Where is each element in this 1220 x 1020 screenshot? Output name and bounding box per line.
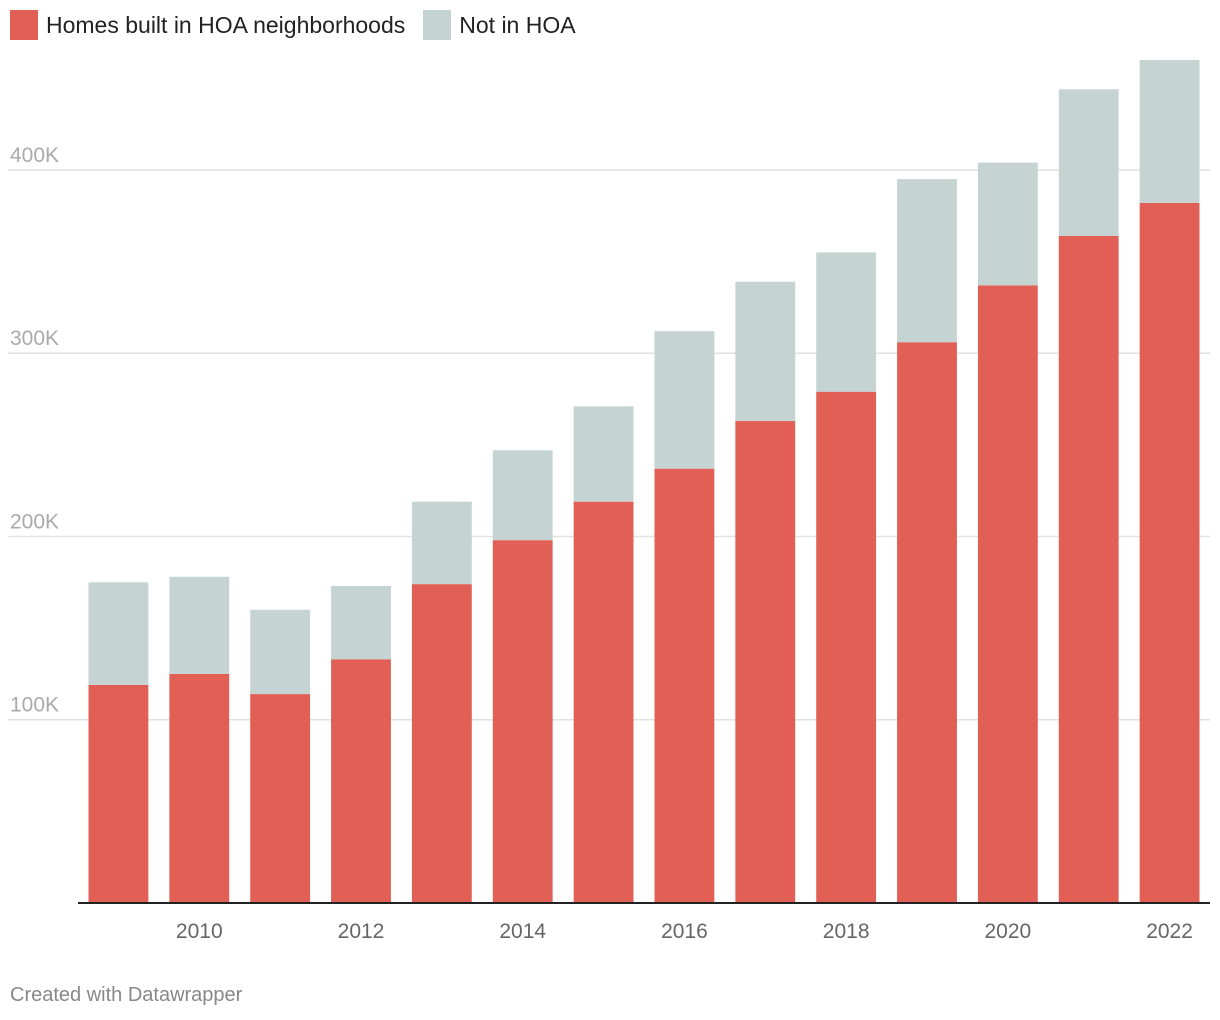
- bar-hoa: [331, 659, 391, 903]
- bar-hoa: [735, 421, 796, 903]
- y-tick-label: 300K: [10, 327, 59, 350]
- bar-not-hoa: [1058, 89, 1119, 236]
- x-tick-label: 2010: [176, 920, 223, 943]
- legend-label-not-hoa: Not in HOA: [459, 11, 576, 38]
- bar-not-hoa: [492, 450, 553, 541]
- bar-hoa: [250, 694, 311, 903]
- bar-hoa: [1139, 202, 1200, 903]
- x-tick-label: 2012: [338, 920, 385, 943]
- bar-not-hoa: [411, 501, 472, 585]
- bar-not-hoa: [654, 331, 715, 469]
- x-tick-label: 2014: [499, 920, 546, 943]
- bar-hoa: [816, 391, 877, 903]
- bar-hoa: [573, 501, 634, 903]
- bar-hoa: [977, 285, 1038, 903]
- x-tick-label: 2018: [823, 920, 870, 943]
- bar-not-hoa: [250, 609, 311, 695]
- bar-not-hoa: [331, 585, 391, 660]
- bar-not-hoa: [816, 252, 877, 392]
- legend-label-hoa: Homes built in HOA neighborhoods: [46, 11, 406, 38]
- bar-not-hoa: [1139, 60, 1200, 203]
- legend-item-not-hoa: Not in HOA: [423, 10, 576, 40]
- x-tick-label: 2022: [1146, 920, 1193, 943]
- chart-legend: Homes built in HOA neighborhoods Not in …: [10, 10, 594, 40]
- legend-swatch-hoa: [10, 10, 38, 40]
- y-tick-label: 400K: [10, 144, 59, 167]
- x-tick-label: 2020: [984, 920, 1031, 943]
- bar-hoa: [492, 540, 553, 903]
- bar-hoa: [1058, 235, 1119, 904]
- bar-not-hoa: [573, 406, 634, 502]
- bar-not-hoa: [897, 179, 957, 343]
- bar-hoa: [169, 673, 230, 903]
- legend-item-hoa: Homes built in HOA neighborhoods: [10, 10, 405, 40]
- bar-not-hoa: [88, 582, 149, 685]
- bar-hoa: [897, 342, 957, 903]
- bar-not-hoa: [169, 576, 230, 674]
- y-tick-label: 200K: [10, 510, 59, 533]
- stacked-bar-chart: 100K 200K 300K 400K 2010 2012 2014 2016 2018 2020…: [8, 60, 1210, 943]
- legend-swatch-not-hoa: [423, 10, 452, 40]
- footer-credit: Created with Datawrapper: [10, 984, 243, 1006]
- bar-not-hoa: [977, 162, 1038, 286]
- bar-hoa: [411, 584, 472, 903]
- bar-not-hoa: [735, 281, 796, 422]
- x-tick-label: 2016: [661, 920, 708, 943]
- bar-hoa: [654, 468, 715, 903]
- bar-hoa: [88, 684, 149, 903]
- y-tick-label: 100K: [10, 694, 59, 717]
